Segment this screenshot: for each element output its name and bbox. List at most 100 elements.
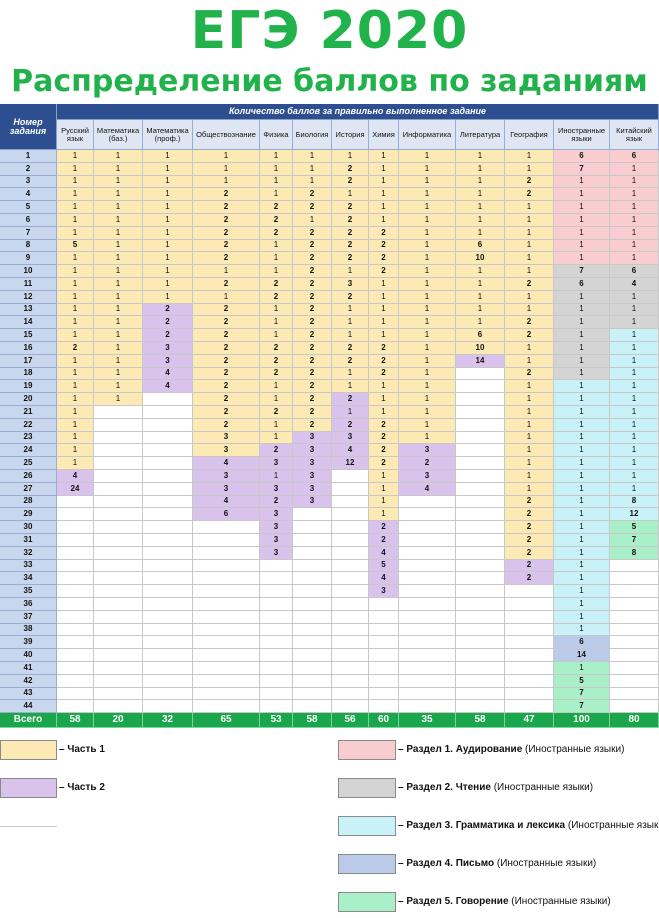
subject-header: Обществознание <box>193 120 260 150</box>
score-cell <box>399 521 456 534</box>
score-cell: 1 <box>399 406 456 419</box>
score-cell: 1 <box>554 482 610 496</box>
score-cell: 3 <box>293 482 332 496</box>
task-number: 9 <box>0 252 57 266</box>
score-cell: 4 <box>143 380 193 394</box>
score-cell: 6 <box>456 239 505 253</box>
score-cell: 1 <box>94 303 143 317</box>
score-cell <box>143 406 193 419</box>
score-cell: 1 <box>505 290 554 304</box>
score-cell: 1 <box>554 393 610 406</box>
score-cell: 2 <box>143 303 193 317</box>
score-cell: 1 <box>399 188 456 202</box>
score-cell <box>332 662 369 675</box>
score-cell: 1 <box>332 265 369 278</box>
score-cell <box>456 367 505 381</box>
score-cell <box>260 674 293 688</box>
score-cell <box>193 623 260 637</box>
score-cell <box>399 623 456 637</box>
score-cell <box>332 495 369 509</box>
task-number: 1 <box>0 150 57 163</box>
score-cell <box>369 700 399 714</box>
legend-label-strong: – Раздел 5. Говорение <box>398 896 509 907</box>
score-cell <box>332 572 369 586</box>
score-cell <box>369 674 399 688</box>
score-cell <box>456 559 505 573</box>
score-cell: 1 <box>610 162 659 176</box>
score-cell <box>610 636 659 650</box>
score-cell: 3 <box>260 457 293 470</box>
score-cell: 4 <box>57 470 94 483</box>
score-cell <box>332 482 369 496</box>
score-cell <box>456 444 505 458</box>
score-cell <box>456 393 505 406</box>
score-cell: 1 <box>369 508 399 522</box>
score-cell: 2 <box>293 239 332 253</box>
score-cell: 1 <box>610 444 659 458</box>
score-cell <box>456 610 505 624</box>
score-cell <box>332 636 369 650</box>
score-cell: 1 <box>94 342 143 355</box>
score-cell <box>293 546 332 560</box>
legend-label: – Раздел 1. Аудирование (Иностранные язы… <box>398 744 624 755</box>
score-cell <box>143 546 193 560</box>
task-number: 8 <box>0 239 57 253</box>
score-cell <box>505 687 554 701</box>
score-cell: 1 <box>260 380 293 394</box>
legend-label-suffix: (Иностранные языки) <box>508 896 611 907</box>
score-cell <box>57 623 94 637</box>
score-cell <box>505 610 554 624</box>
score-cell: 1 <box>369 214 399 227</box>
task-number: 13 <box>0 303 57 317</box>
score-cell: 1 <box>554 662 610 675</box>
score-cell: 14 <box>554 649 610 662</box>
score-cell: 1 <box>94 162 143 176</box>
score-cell <box>260 559 293 573</box>
score-cell: 1 <box>554 546 610 560</box>
score-cell <box>610 649 659 662</box>
score-cell: 1 <box>610 226 659 240</box>
score-cell <box>94 623 143 637</box>
score-cell: 2 <box>293 316 332 330</box>
score-cell: 3 <box>193 470 260 483</box>
score-cell: 1 <box>260 418 293 432</box>
score-cell <box>143 585 193 598</box>
score-cell: 2 <box>193 367 260 381</box>
score-cell: 1 <box>260 239 293 253</box>
score-cell: 1 <box>554 431 610 445</box>
score-cell <box>143 521 193 534</box>
legend-label-strong: – Часть 2 <box>59 782 105 793</box>
score-cell: 7 <box>554 265 610 278</box>
score-cell: 1 <box>399 278 456 291</box>
score-cell <box>57 534 94 547</box>
legend-swatch <box>338 816 396 836</box>
score-cell <box>399 636 456 650</box>
score-cell: 2 <box>505 316 554 330</box>
score-cell: 1 <box>94 175 143 189</box>
score-cell: 2 <box>369 252 399 266</box>
score-cell <box>505 649 554 662</box>
score-cell <box>143 431 193 445</box>
score-cell <box>94 444 143 458</box>
legend-swatch <box>338 854 396 874</box>
legend-swatch <box>0 826 57 827</box>
score-cell <box>143 623 193 637</box>
score-cell <box>260 687 293 701</box>
score-cell: 3 <box>293 431 332 445</box>
score-cell: 1 <box>193 290 260 304</box>
score-cell <box>143 687 193 701</box>
score-cell: 2 <box>193 201 260 214</box>
score-cell: 1 <box>554 470 610 483</box>
score-cell: 2 <box>193 354 260 368</box>
score-cell <box>505 700 554 714</box>
score-cell: 1 <box>57 188 94 202</box>
score-cell: 1 <box>554 610 610 624</box>
score-cell <box>143 508 193 522</box>
score-cell: 7 <box>554 162 610 176</box>
score-cell <box>293 662 332 675</box>
score-cell <box>94 534 143 547</box>
score-cell <box>143 534 193 547</box>
score-cell: 1 <box>369 162 399 176</box>
score-cell <box>610 662 659 675</box>
score-cell: 4 <box>369 572 399 586</box>
